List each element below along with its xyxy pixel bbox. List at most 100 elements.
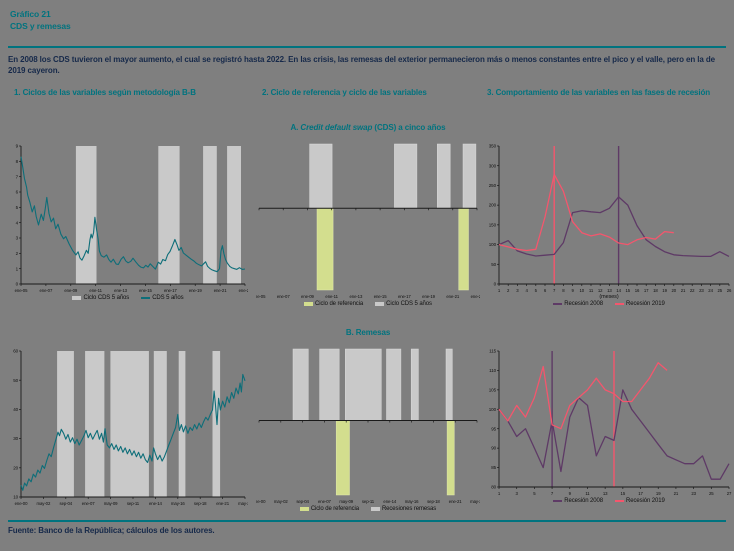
pink-legend-swatch: [615, 303, 624, 305]
x-tick-label: ene-09: [64, 288, 77, 293]
x-tick-label: ene-14: [383, 499, 396, 504]
x-tick-label: 13: [603, 491, 608, 496]
x-tick-label: ene-21: [449, 499, 462, 504]
recession-band: [203, 146, 217, 284]
variable-cycle-bar: [410, 348, 419, 421]
source-note: Fuente: Banco de la República; cálculos …: [8, 526, 215, 535]
series-Recesión 2008: [498, 389, 730, 480]
variable-cycle-bar: [394, 143, 418, 209]
x-tick-label: 19: [656, 491, 661, 496]
chart-cds-ciclo-referencia-legend: Ciclo de referencia Ciclo CDS 5 años: [256, 301, 480, 307]
series-Recesión 2019: [498, 173, 674, 252]
x-tick-label: ene-23: [471, 294, 480, 299]
x-tick-label: may-09: [104, 501, 118, 506]
x-tick-label: ene-07: [318, 499, 331, 504]
legend-label: Recesión 2019: [626, 498, 665, 504]
x-tick-label: 21: [674, 491, 679, 496]
recession-band: [158, 146, 180, 284]
y-tick-label: 40: [13, 407, 18, 412]
x-tick-label: 21: [681, 288, 686, 293]
chart-remesas-ciclo-referencia-legend: Ciclo de referencia Recesiones remesas: [256, 506, 480, 512]
x-tick-label: ene-14: [149, 501, 162, 506]
y-tick-label: 80: [491, 485, 496, 490]
x-tick-label: ene-19: [422, 294, 435, 299]
variable-cycle-bar: [445, 348, 453, 421]
x-tick-label: ene-05: [256, 294, 266, 299]
legend-label: Recesiones remesas: [381, 506, 437, 512]
legend-item: Recesión 2008: [553, 498, 603, 504]
panel1-heading: 1. Ciclos de las variables según metodol…: [14, 88, 196, 97]
panel2-heading: 2. Ciclo de referencia y ciclo de las va…: [262, 88, 427, 97]
y-tick-label: 6: [16, 190, 19, 195]
x-tick-label: 16: [635, 288, 640, 293]
x-tick-label: sep-18: [194, 501, 207, 506]
x-tick-label: 10: [580, 288, 585, 293]
legend-label: Recesión 2008: [564, 301, 603, 307]
x-tick-label: 5: [535, 288, 538, 293]
purple-legend-swatch: [553, 303, 563, 305]
y-tick-label: 0: [494, 282, 497, 287]
x-tick-label: 23: [691, 491, 696, 496]
legend-item: Ciclo CDS 5 años: [375, 301, 432, 307]
y-tick-label: 7: [16, 174, 19, 179]
y-tick-label: 60: [13, 349, 18, 354]
legend-item: Recesión 2019: [615, 301, 665, 307]
legend-item: Ciclo de referencia: [304, 301, 363, 307]
y-tick-label: 50: [13, 378, 18, 383]
y-tick-label: 150: [489, 222, 497, 227]
x-tick-label: 13: [607, 288, 612, 293]
x-tick-label: 7: [551, 491, 554, 496]
purple-legend-swatch: [553, 500, 563, 502]
x-tick-label: ene-17: [164, 288, 177, 293]
panel3-heading: 3. Comportamiento de las variables en la…: [487, 88, 711, 97]
x-tick-label: 6: [544, 288, 547, 293]
x-tick-label: ene-13: [114, 288, 127, 293]
x-tick-label: 5: [533, 491, 536, 496]
y-tick-label: 115: [489, 349, 496, 354]
recession-band: [212, 351, 221, 497]
x-tick-label: sep-18: [427, 499, 440, 504]
x-tick-label: 23: [699, 288, 704, 293]
legend-item: Recesiones remesas: [370, 506, 437, 512]
legend-label: Ciclo de referencia: [315, 301, 364, 307]
x-tick-label: sep-04: [296, 499, 309, 504]
x-tick-label: 12: [598, 288, 603, 293]
variable-cycle-bar: [345, 348, 382, 421]
legend-label: Ciclo de referencia: [310, 506, 359, 512]
y-tick-label: 20: [13, 465, 18, 470]
recession-band: [178, 351, 186, 497]
series-CDS 5 años: [20, 156, 246, 273]
chart-remesas-ciclo-referencia: ene-00 may-02 sep-04 ene-07 may-09 sep-11 ene-…: [256, 347, 480, 512]
chart-cds-ciclo-referencia-canvas: ene-05 ene-07 ene-09 ene-11 ene-13 ene-15 ene-…: [256, 143, 480, 299]
recession-band: [110, 351, 149, 497]
x-tick-label: 26: [727, 288, 732, 293]
y-tick-label: 200: [489, 203, 497, 208]
x-tick-label: 25: [709, 491, 714, 496]
x-tick-label: ene-07: [277, 294, 290, 299]
chart-cds-ciclo-referencia: ene-05 ene-07 ene-09 ene-11 ene-13 ene-15 ene-…: [256, 142, 480, 307]
x-tick-label: 20: [672, 288, 677, 293]
variable-cycle-bar: [319, 348, 340, 421]
y-tick-label: 30: [13, 436, 18, 441]
reference-cycle-bar: [446, 420, 455, 496]
y-tick-label: 0: [16, 282, 19, 287]
x-tick-label: 1: [498, 288, 501, 293]
x-tick-label: 25: [718, 288, 723, 293]
x-tick-label: 3: [516, 491, 519, 496]
x-tick-label: sep-11: [127, 501, 140, 506]
x-tick-label: 1: [498, 491, 501, 496]
reference-cycle-bar: [335, 420, 350, 496]
x-tick-label: ene-17: [398, 294, 411, 299]
pink-legend-swatch: [615, 500, 624, 502]
y-tick-label: 250: [489, 183, 497, 188]
recession-band: [85, 351, 105, 497]
figure-title: CDS y remesas: [10, 21, 71, 31]
y-tick-label: 100: [489, 407, 497, 412]
variable-cycle-bar: [309, 143, 333, 209]
x-tick-label: ene-15: [139, 288, 152, 293]
figure-summary: En 2008 los CDS tuvieron el mayor aument…: [8, 55, 715, 75]
x-tick-label: 9: [571, 288, 574, 293]
legend-label: Recesión 2008: [564, 498, 603, 504]
legend-item: Ciclo CDS 5 años: [72, 295, 129, 301]
